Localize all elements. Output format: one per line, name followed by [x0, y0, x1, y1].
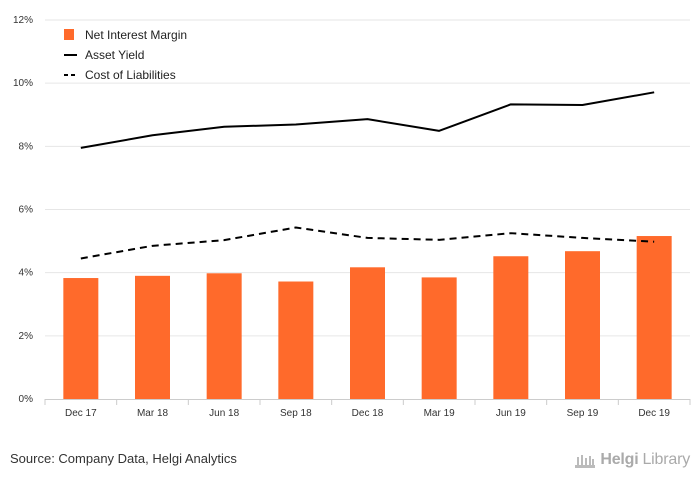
- x-tick-label: Mar 19: [424, 408, 456, 419]
- bar: [278, 281, 314, 399]
- source-note: Source: Company Data, Helgi Analytics: [10, 451, 237, 466]
- brand-logo: Helgi Library: [574, 449, 690, 471]
- y-tick-label: 6%: [19, 205, 34, 216]
- y-tick-label: 8%: [19, 141, 34, 152]
- bar: [135, 275, 170, 399]
- bar: [206, 273, 242, 399]
- brand-suffix: Library: [642, 451, 690, 468]
- legend-label: Cost of Liabilities: [85, 68, 176, 82]
- x-tick-label: Dec 17: [65, 408, 97, 419]
- chart-svg: 0% 2% 4% 6% 8% 10% 12% Dec 17 Mar 18 Jun 18 Sep 18…: [13, 15, 691, 419]
- y-tick-label: 0%: [19, 394, 34, 405]
- legend-label: Asset Yield: [85, 48, 144, 62]
- bar: [493, 256, 529, 399]
- legend-swatch: [64, 29, 74, 40]
- y-tick-label: 2%: [19, 331, 34, 342]
- x-tick-label: Jun 18: [209, 408, 239, 419]
- bar: [421, 277, 457, 399]
- library-building-icon: [575, 455, 596, 468]
- bar: [565, 251, 600, 399]
- x-tick-label: Jun 19: [496, 408, 526, 419]
- y-tick-label: 4%: [19, 268, 34, 279]
- x-tick-label: Dec 18: [352, 408, 384, 419]
- bar: [63, 278, 99, 399]
- x-tick-label: Sep 19: [567, 408, 599, 419]
- brand-prefix: Helgi: [600, 451, 639, 468]
- series-line: [80, 91, 655, 149]
- x-tick-label: Mar 18: [137, 408, 169, 419]
- x-tick-label: Sep 18: [280, 408, 312, 419]
- bar: [350, 267, 385, 399]
- bar: [636, 236, 672, 399]
- legend-label: Net Interest Margin: [85, 28, 187, 42]
- series-line: [80, 226, 655, 260]
- x-tick-label: Dec 19: [638, 408, 670, 419]
- y-tick-label: 10%: [13, 78, 33, 89]
- y-tick-label: 12%: [13, 15, 33, 26]
